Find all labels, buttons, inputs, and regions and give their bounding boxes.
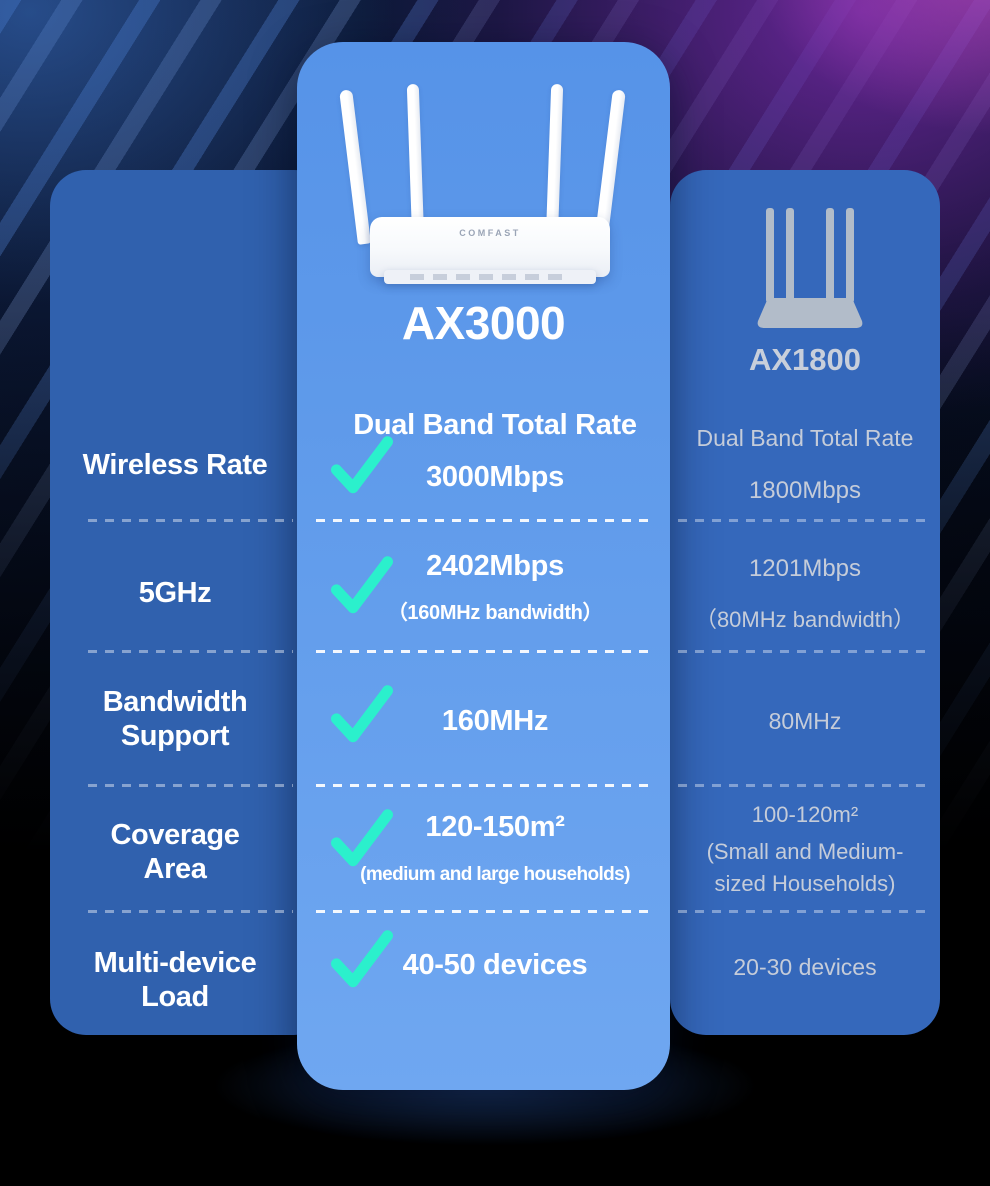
row-divider <box>678 519 930 522</box>
router-product-image: COMFAST <box>339 75 640 300</box>
competitor-5ghz-value: 1201Mbps <box>748 555 862 582</box>
featured-coverage-note: (medium and large households) <box>360 864 630 885</box>
row-divider <box>316 519 654 522</box>
row-divider <box>316 784 654 787</box>
featured-load-value: 40-50 devices <box>402 949 588 981</box>
competitor-router-icon <box>757 208 863 328</box>
check-icon <box>330 809 394 867</box>
check-icon <box>330 685 394 743</box>
row-label-multi-device-load: Multi-device Load <box>93 947 257 1013</box>
featured-5ghz-note: （160MHz bandwidth） <box>387 602 603 624</box>
router-antenna <box>406 83 424 235</box>
competitor-coverage-note-1: (Small and Medium- <box>706 839 904 864</box>
competitor-coverage-value: 100-120m² <box>751 802 859 827</box>
router-antenna <box>339 89 371 245</box>
competitor-product-name: AX1800 <box>748 342 862 377</box>
row-label-coverage-area: Coverage Area <box>110 819 240 885</box>
competitor-bandwidth-value: 80MHz <box>768 708 842 734</box>
competitor-load-value: 20-30 devices <box>733 954 877 980</box>
competitor-wireless-rate-title: Dual Band Total Rate <box>696 425 914 451</box>
row-divider <box>316 910 654 913</box>
router-base <box>384 270 596 284</box>
row-divider <box>678 650 930 653</box>
row-divider <box>88 910 293 913</box>
row-divider <box>678 784 930 787</box>
brand-label: COMFAST <box>459 228 521 238</box>
row-divider <box>88 519 293 522</box>
row-divider <box>678 910 930 913</box>
row-label-bandwidth-support: Bandwidth Support <box>102 686 248 752</box>
competitor-wireless-rate-value: 1800Mbps <box>748 477 862 504</box>
competitor-5ghz-note: （80MHz bandwidth） <box>694 607 916 632</box>
featured-wireless-rate-title: Dual Band Total Rate <box>353 409 637 441</box>
featured-coverage-value: 120-150m² <box>425 811 565 843</box>
featured-wireless-rate-value: 3000Mbps <box>426 461 564 493</box>
row-label-5ghz: 5GHz <box>138 577 212 609</box>
row-divider <box>88 650 293 653</box>
row-label-wireless-rate: Wireless Rate <box>82 449 268 481</box>
check-icon <box>330 436 394 494</box>
router-antenna <box>546 83 564 235</box>
featured-5ghz-value: 2402Mbps <box>426 550 564 582</box>
row-divider <box>316 650 654 653</box>
featured-bandwidth-value: 160MHz <box>441 705 549 737</box>
router-vents <box>410 274 570 280</box>
label-column-panel <box>50 170 330 1035</box>
featured-product-name: AX3000 <box>401 297 566 349</box>
competitor-coverage-note-2: sized Households) <box>714 871 896 896</box>
router-body: COMFAST <box>370 217 610 284</box>
check-icon <box>330 930 394 988</box>
row-divider <box>88 784 293 787</box>
check-icon <box>330 556 394 614</box>
